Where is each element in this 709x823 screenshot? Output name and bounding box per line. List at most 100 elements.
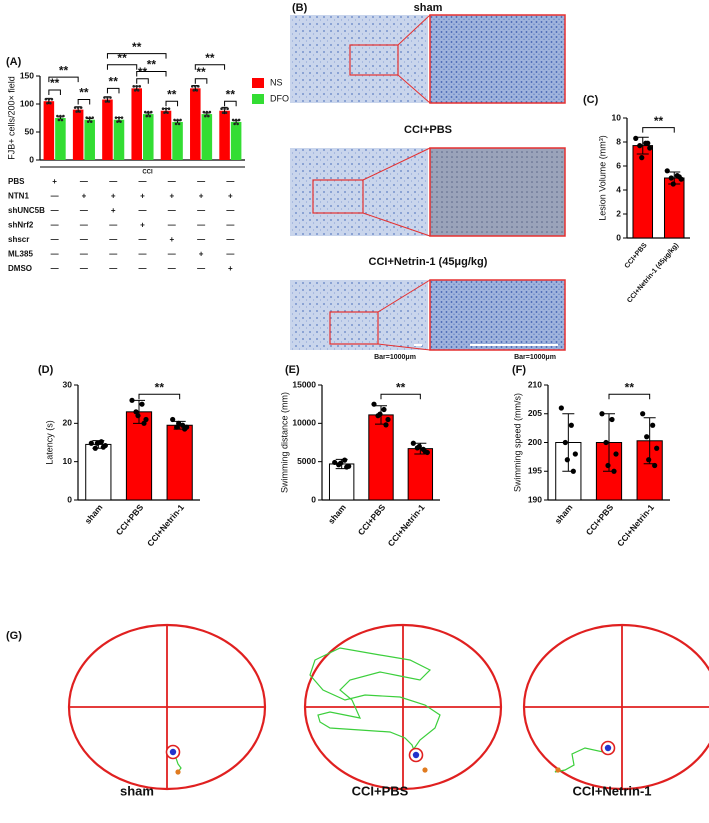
condition-sign: — [109,235,117,244]
swim-track [309,647,441,756]
data-point [338,460,344,466]
condition-sign: — [80,235,88,244]
legend-label: NS [270,77,283,87]
image-title: CCI+Netrin-1 (45μg/kg) [369,256,488,268]
condition-label: shscr [8,235,29,244]
dot [47,97,51,101]
y-tick-label: 0 [616,232,621,242]
significance-label: ** [654,114,664,128]
significance-bracket [138,393,181,400]
dot [143,110,147,114]
x-tick-label: CCI+PBS [356,502,388,537]
y-axis-label: Swimming distance (mm) [279,392,289,493]
bar [172,121,183,160]
bar [160,110,172,160]
panel-label: (G) [6,630,22,642]
panel-label: (C) [583,94,599,106]
dot [50,97,54,101]
start-dot [169,748,177,756]
x-tick-label: CCI+Netrin-1 [145,502,186,548]
dot [132,85,136,88]
bar [190,88,201,160]
data-point [94,440,100,446]
condition-sign: + [169,192,174,201]
dot [114,116,118,119]
data-point [133,409,139,415]
condition-sign: — [51,250,59,259]
bar [102,99,113,160]
start-dot [604,744,612,752]
condition-sign: — [80,264,88,273]
condition-sign: — [139,235,147,244]
dot [76,106,80,109]
data-point [613,451,619,457]
condition-sign: — [168,221,176,230]
dot [109,96,112,99]
significance-bracket [48,76,79,83]
bar [230,121,242,160]
end-dot [175,769,181,775]
data-point [650,422,656,428]
dot [85,116,88,119]
data-point [670,181,676,187]
data-point [143,416,149,423]
data-point [652,462,658,469]
bar [407,448,434,501]
dot [59,114,62,118]
end-dot [422,767,428,773]
data-point [562,439,568,446]
data-point [664,168,670,174]
significance-label: ** [147,58,157,72]
condition-sign: — [80,206,88,215]
condition-sign: — [51,192,59,201]
condition-sign: — [109,264,117,273]
dot [117,116,121,119]
dot [204,114,207,118]
data-point [611,468,617,474]
condition-sign: + [111,192,116,201]
image-title: CCI+PBS [404,124,452,136]
y-tick-label: 0 [311,494,316,504]
data-point [381,406,387,413]
data-point [98,439,104,445]
bar [201,114,213,160]
micrograph-zoom [429,147,566,237]
track-label: sham [120,783,154,798]
y-axis-label: Lesion Volume (mm³) [597,135,607,221]
panel-label: (B) [292,2,308,14]
swim-track [554,747,609,773]
dot [173,118,176,122]
data-point [640,411,646,417]
data-point [639,155,645,161]
data-point [88,440,94,446]
significance-label: ** [196,65,206,79]
significance-bracket [194,64,226,70]
dot [88,116,91,119]
data-point [139,401,145,407]
data-point [344,464,350,470]
dot [106,96,109,99]
dot [116,120,119,123]
y-tick-label: 10000 [292,418,316,428]
micrograph-zoom [429,279,566,351]
condition-sign: — [109,250,117,259]
data-point [100,444,106,450]
y-tick-label: 15000 [292,379,316,389]
x-tick-label: CCI+PBS [624,242,649,270]
dot [231,118,235,122]
zoom-box [312,179,364,214]
data-point [568,422,574,428]
track-label: CCI+PBS [352,783,409,798]
dot [44,97,48,101]
condition-sign: — [109,177,117,186]
dot [103,96,106,99]
y-tick-label: 0 [67,494,72,504]
condition-label: DMSO [8,264,32,273]
condition-sign: + [199,250,204,259]
data-point [135,413,141,419]
condition-sign: — [226,235,234,244]
bar [72,109,84,160]
y-axis-label: FJB+ cells/200× field [6,76,16,160]
dot [56,114,59,118]
condition-sign: + [82,192,87,201]
